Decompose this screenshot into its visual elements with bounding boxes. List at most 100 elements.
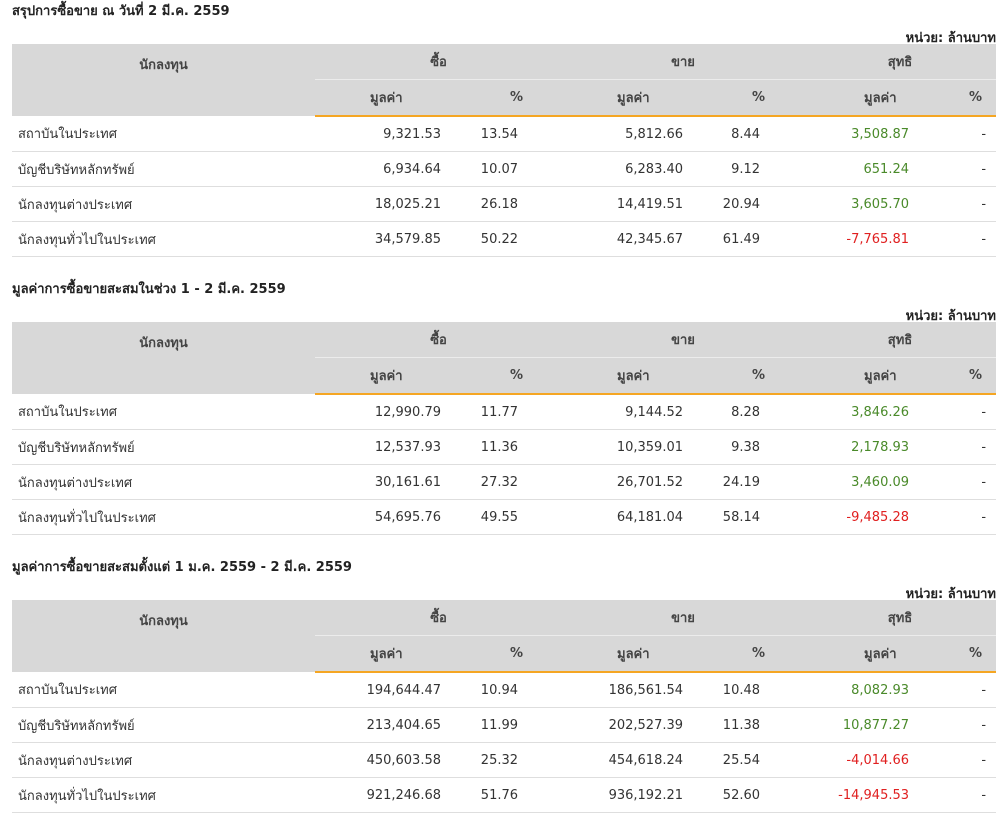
buy-percent: 25.32 xyxy=(465,742,563,778)
buy-percent: 11.77 xyxy=(465,394,563,430)
sell-value: 10,359.01 xyxy=(562,429,708,465)
net-value: 3,460.09 xyxy=(804,464,950,500)
header-buy: ซื้อ xyxy=(315,44,563,80)
buy-value: 9,321.53 xyxy=(315,116,465,152)
header-net-value: มูลค่า xyxy=(804,79,950,117)
unit-label: หน่วย: ล้านบาท xyxy=(905,587,996,602)
buy-percent: 50.22 xyxy=(465,221,563,257)
table-body: สถาบันในประเทศ 9,321.53 13.54 5,812.66 8… xyxy=(12,116,997,257)
sell-value: 5,812.66 xyxy=(562,116,708,152)
sell-value: 6,283.40 xyxy=(562,151,708,187)
header-net: สุทธิ xyxy=(804,322,997,358)
table-row: นักลงทุนทั่วไปในประเทศ 54,695.76 49.55 6… xyxy=(12,499,997,535)
buy-percent: 13.54 xyxy=(465,116,563,152)
sell-value: 454,618.24 xyxy=(562,742,708,778)
sell-percent: 20.94 xyxy=(707,186,805,222)
table-body: สถาบันในประเทศ 12,990.79 11.77 9,144.52 … xyxy=(12,394,997,535)
header-net: สุทธิ xyxy=(804,44,997,80)
net-value: 3,605.70 xyxy=(804,186,950,222)
header-buy-value: มูลค่า xyxy=(315,357,465,395)
unit-label: หน่วย: ล้านบาท xyxy=(905,309,996,324)
sell-value: 42,345.67 xyxy=(562,221,708,257)
sell-value: 186,561.54 xyxy=(562,672,708,708)
table-row: นักลงทุนต่างประเทศ 18,025.21 26.18 14,41… xyxy=(12,186,997,222)
net-value: 2,178.93 xyxy=(804,429,950,465)
buy-percent: 11.36 xyxy=(465,429,563,465)
header-net: สุทธิ xyxy=(804,600,997,636)
sell-percent: 10.48 xyxy=(707,672,805,708)
header-buy-percent: % xyxy=(465,635,563,673)
investor-name: บัญชีบริษัทหลักทรัพย์ xyxy=(12,429,315,465)
buy-value: 6,934.64 xyxy=(315,151,465,187)
buy-percent: 51.76 xyxy=(465,777,563,813)
table-row: สถาบันในประเทศ 194,644.47 10.94 186,561.… xyxy=(12,672,997,708)
sell-value: 936,192.21 xyxy=(562,777,708,813)
investor-name: สถาบันในประเทศ xyxy=(12,116,315,152)
sell-percent: 58.14 xyxy=(707,499,805,535)
investor-name: สถาบันในประเทศ xyxy=(12,672,315,708)
header-sell: ขาย xyxy=(562,600,805,636)
net-value: 3,846.26 xyxy=(804,394,950,430)
sell-value: 9,144.52 xyxy=(562,394,708,430)
investor-name: นักลงทุนทั่วไปในประเทศ xyxy=(12,221,315,257)
table-row: นักลงทุนทั่วไปในประเทศ 921,246.68 51.76 … xyxy=(12,777,997,813)
net-percent: - xyxy=(949,672,997,708)
net-percent: - xyxy=(949,151,997,187)
investor-name: นักลงทุนต่างประเทศ xyxy=(12,742,315,778)
sell-percent: 25.54 xyxy=(707,742,805,778)
net-value: -4,014.66 xyxy=(804,742,950,778)
header-buy: ซื้อ xyxy=(315,322,563,358)
unit-label: หน่วย: ล้านบาท xyxy=(905,31,996,46)
table-row: สถาบันในประเทศ 12,990.79 11.77 9,144.52 … xyxy=(12,394,997,430)
table-row: นักลงทุนต่างประเทศ 30,161.61 27.32 26,70… xyxy=(12,464,997,500)
sell-percent: 8.44 xyxy=(707,116,805,152)
sell-value: 14,419.51 xyxy=(562,186,708,222)
header-sell-value: มูลค่า xyxy=(562,635,708,673)
buy-percent: 11.99 xyxy=(465,707,563,743)
summary-table: นักลงทุน ซื้อ ขาย สุทธิ มูลค่า % มูลค่า … xyxy=(12,44,997,257)
header-investor: นักลงทุน xyxy=(12,322,315,394)
sell-percent: 8.28 xyxy=(707,394,805,430)
sell-percent: 9.38 xyxy=(707,429,805,465)
header-buy-value: มูลค่า xyxy=(315,635,465,673)
investor-name: บัญชีบริษัทหลักทรัพย์ xyxy=(12,707,315,743)
buy-value: 18,025.21 xyxy=(315,186,465,222)
net-percent: - xyxy=(949,394,997,430)
buy-percent: 27.32 xyxy=(465,464,563,500)
sell-percent: 61.49 xyxy=(707,221,805,257)
net-value: 651.24 xyxy=(804,151,950,187)
buy-value: 34,579.85 xyxy=(315,221,465,257)
investor-name: สถาบันในประเทศ xyxy=(12,394,315,430)
investor-name: นักลงทุนทั่วไปในประเทศ xyxy=(12,777,315,813)
section-title: สรุปการซื้อขาย ณ วันที่ 2 มี.ค. 2559 xyxy=(12,4,230,19)
investor-name: นักลงทุนต่างประเทศ xyxy=(12,464,315,500)
header-sell: ขาย xyxy=(562,44,805,80)
sell-value: 26,701.52 xyxy=(562,464,708,500)
header-net-percent: % xyxy=(949,635,997,673)
investor-name: บัญชีบริษัทหลักทรัพย์ xyxy=(12,151,315,187)
table-row: บัญชีบริษัทหลักทรัพย์ 6,934.64 10.07 6,2… xyxy=(12,151,997,187)
table-row: นักลงทุนทั่วไปในประเทศ 34,579.85 50.22 4… xyxy=(12,221,997,257)
buy-value: 54,695.76 xyxy=(315,499,465,535)
summary-table: นักลงทุน ซื้อ ขาย สุทธิ มูลค่า % มูลค่า … xyxy=(12,600,997,813)
section-title: มูลค่าการซื้อขายสะสมในช่วง 1 - 2 มี.ค. 2… xyxy=(12,282,286,297)
table-row: บัญชีบริษัทหลักทรัพย์ 12,537.93 11.36 10… xyxy=(12,429,997,465)
net-percent: - xyxy=(949,707,997,743)
buy-percent: 10.94 xyxy=(465,672,563,708)
header-investor: นักลงทุน xyxy=(12,600,315,672)
buy-value: 450,603.58 xyxy=(315,742,465,778)
buy-value: 30,161.61 xyxy=(315,464,465,500)
header-net-value: มูลค่า xyxy=(804,357,950,395)
sell-percent: 52.60 xyxy=(707,777,805,813)
header-buy-percent: % xyxy=(465,79,563,117)
net-percent: - xyxy=(949,742,997,778)
header-sell: ขาย xyxy=(562,322,805,358)
investor-name: นักลงทุนทั่วไปในประเทศ xyxy=(12,499,315,535)
section-title: มูลค่าการซื้อขายสะสมตั้งแต่ 1 ม.ค. 2559 … xyxy=(12,560,352,575)
net-percent: - xyxy=(949,116,997,152)
header-sell-percent: % xyxy=(707,79,805,117)
header-buy: ซื้อ xyxy=(315,600,563,636)
net-percent: - xyxy=(949,499,997,535)
sell-percent: 11.38 xyxy=(707,707,805,743)
header-buy-percent: % xyxy=(465,357,563,395)
